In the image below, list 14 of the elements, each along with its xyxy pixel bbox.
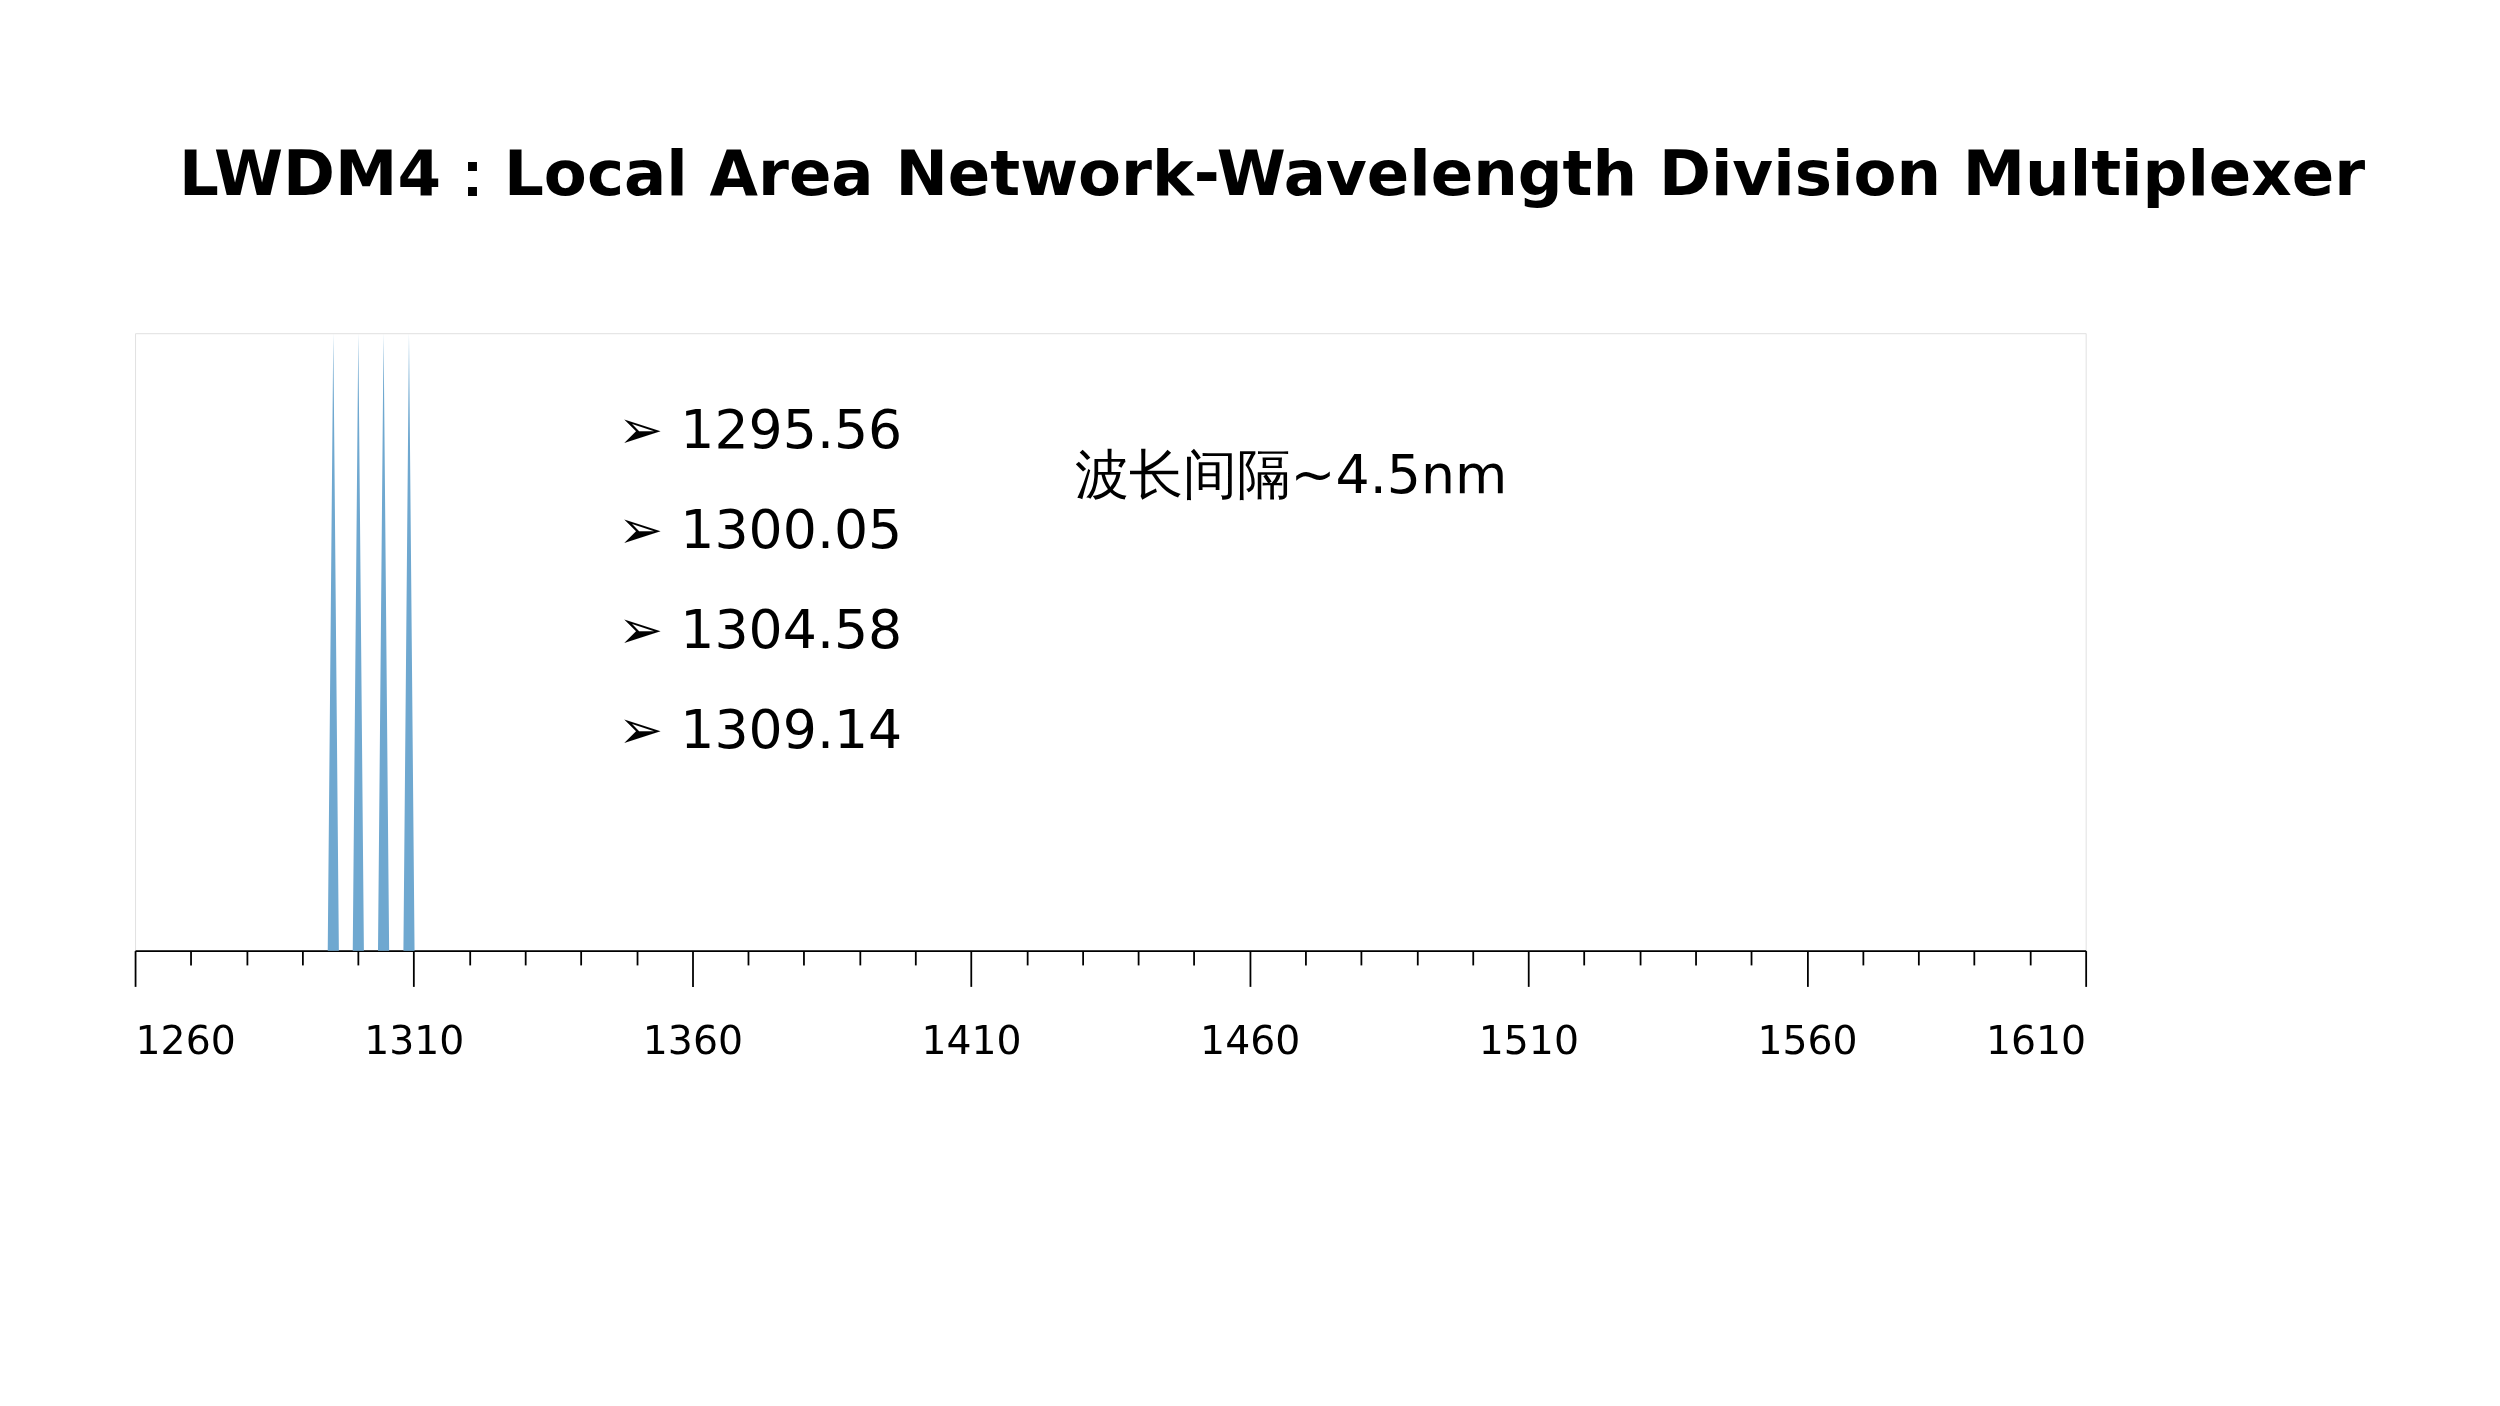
- x-tick-label: 1460: [1200, 1016, 1301, 1063]
- annotation: ➢ 1295.56: [618, 397, 903, 461]
- x-tick-label: 1310: [364, 1016, 465, 1063]
- x-tick-label: 1360: [642, 1016, 743, 1063]
- annotation: ➢ 1309.14: [618, 698, 903, 762]
- x-tick-label: 1510: [1478, 1016, 1579, 1063]
- annotation: 波长间隔~4.5nm: [1074, 442, 1508, 506]
- x-tick-label: 1610: [1985, 1016, 2087, 1063]
- annotation: ➢ 1304.58: [618, 598, 903, 662]
- x-tick-label: 1260: [135, 1016, 236, 1063]
- x-tick-label: 1410: [921, 1016, 1022, 1063]
- annotation: ➢ 1300.05: [618, 498, 903, 561]
- x-tick-label: 1560: [1757, 1016, 1858, 1063]
- chart-title: LWDM4：Local Area Network-Wavelength Division Multiplexer: [178, 136, 2366, 210]
